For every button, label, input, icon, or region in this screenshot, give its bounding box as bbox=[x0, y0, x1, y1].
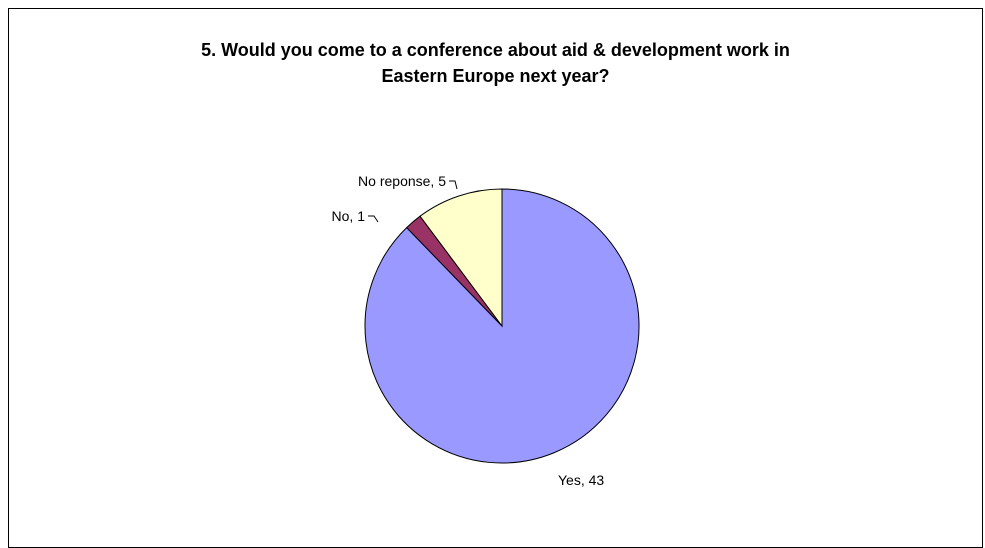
leader-line-no-reponse bbox=[449, 180, 458, 190]
label-leaders bbox=[368, 180, 458, 223]
data-label-no-reponse: No reponse, 5 bbox=[358, 173, 446, 189]
chart-title-line-2: Eastern Europe next year? bbox=[381, 66, 610, 86]
data-label-no: No, 1 bbox=[332, 208, 366, 224]
data-label-yes: Yes, 43 bbox=[558, 472, 604, 488]
pie-slice-no-reponse bbox=[419, 188, 503, 328]
chart-title: 5. Would you come to a conference about … bbox=[8, 37, 983, 89]
pie-slices bbox=[364, 188, 640, 464]
data-labels: Yes, 43 No, 1 No reponse, 5 bbox=[332, 173, 605, 488]
chart-title-line-1: 5. Would you come to a conference about … bbox=[201, 40, 790, 60]
leader-line-no bbox=[368, 215, 379, 223]
